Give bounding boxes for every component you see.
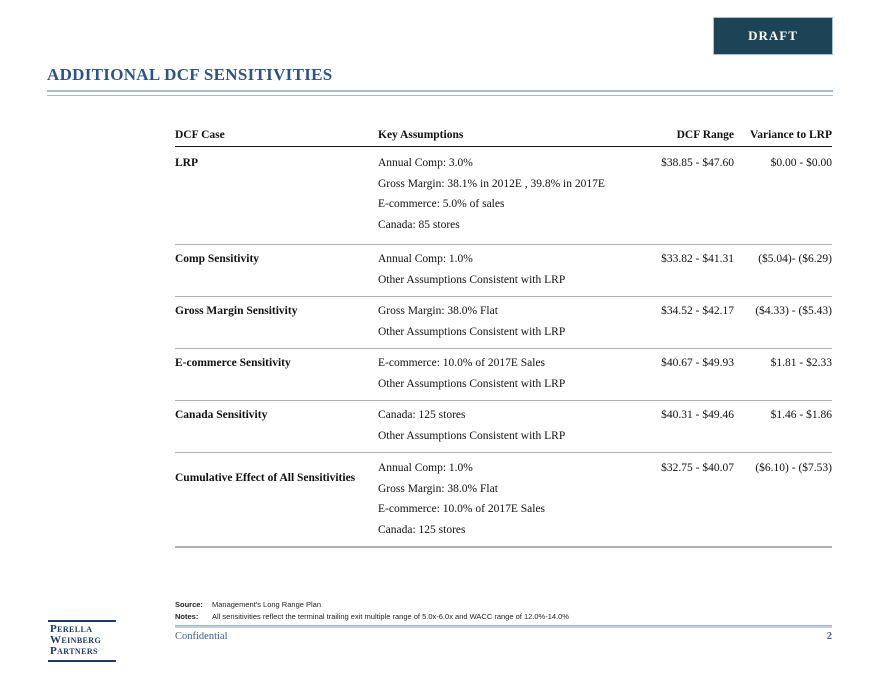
header-dcf-case: DCF Case — [175, 129, 225, 141]
assumption-line: Canada: 125 stores — [378, 409, 466, 421]
assumption-line: Canada: 125 stores — [378, 523, 466, 536]
assumption-line: E-commerce: 10.0% of 2017E Sales — [378, 357, 546, 369]
assumptions-cell: Annual Comp: 1.0% Gross Margin: 38.0% Fl… — [378, 458, 624, 540]
header-dcf-range: DCF Range — [676, 129, 734, 141]
title-divider — [47, 90, 833, 96]
page-title: ADDITIONAL DCF SENSITIVITIES — [47, 65, 333, 84]
assumption-line: Canada: 85 stores — [378, 218, 460, 231]
dcf-range-cell: $40.67 - $49.93 — [661, 357, 734, 369]
assumption-line: Annual Comp: 1.0% — [378, 462, 473, 474]
footer-divider — [175, 625, 832, 628]
variance-cell: $0.00 - $0.00 — [770, 157, 832, 169]
header-key-assumptions: Key Assumptions — [378, 129, 464, 141]
variance-cell: $1.81 - $2.33 — [770, 357, 832, 369]
source-text: Management's Long Range Plan — [212, 600, 322, 609]
assumption-line: Other Assumptions Consistent with LRP — [378, 377, 566, 390]
table-row-comp-sensitivity: Comp Sensitivity Annual Comp: 1.0% Other… — [175, 245, 832, 297]
table-row-gross-margin-sensitivity: Gross Margin Sensitivity Gross Margin: 3… — [175, 297, 832, 349]
table-row-lrp: LRP Annual Comp: 3.0% Gross Margin: 38.1… — [175, 147, 832, 245]
dcf-range-cell: $33.82 - $41.31 — [661, 253, 734, 265]
page-number: 2 — [826, 631, 832, 642]
dcf-range-cell: $40.31 - $49.46 — [661, 409, 734, 421]
dcf-case-cell: Comp Sensitivity — [175, 253, 260, 265]
assumption-line: Other Assumptions Consistent with LRP — [378, 325, 566, 338]
confidential-label: Confidential — [175, 631, 228, 642]
dcf-range-cell: $32.75 - $40.07 — [661, 462, 734, 474]
assumptions-cell: Annual Comp: 3.0% Gross Margin: 38.1% in… — [378, 153, 624, 235]
draft-stamp: DRAFT — [713, 17, 833, 55]
dcf-sensitivities-table: DCF Case Key Assumptions DCF Range Varia… — [175, 128, 832, 548]
variance-cell: ($5.04)- ($6.29) — [758, 253, 832, 265]
assumption-line: Gross Margin: 38.0% Flat — [378, 305, 498, 317]
table-header-row: DCF Case Key Assumptions DCF Range Varia… — [175, 128, 832, 147]
source-note: Source: Management's Long Range Plan — [175, 599, 832, 611]
dcf-case-cell: Cumulative Effect of All Sensitivities — [175, 472, 356, 484]
assumption-line: Other Assumptions Consistent with LRP — [378, 273, 566, 286]
variance-cell: ($6.10) - ($7.53) — [755, 462, 832, 474]
assumption-line: Annual Comp: 1.0% — [378, 253, 473, 265]
dcf-case-cell: E-commerce Sensitivity — [175, 357, 291, 369]
assumption-line: Gross Margin: 38.1% in 2012E , 39.8% in … — [378, 177, 605, 190]
table-row-ecommerce-sensitivity: E-commerce Sensitivity E-commerce: 10.0%… — [175, 349, 832, 401]
logo-line: Weinberg — [50, 634, 102, 646]
draft-stamp-label: DRAFT — [748, 28, 798, 43]
assumption-line: E-commerce: 5.0% of sales — [378, 198, 505, 210]
dcf-range-cell: $38.85 - $47.60 — [661, 157, 734, 169]
footnotes: Source: Management's Long Range Plan Not… — [175, 599, 832, 623]
variance-cell: $1.46 - $1.86 — [770, 409, 832, 421]
table-row-cumulative-effect: Cumulative Effect of All Sensitivities A… — [175, 453, 832, 548]
source-label: Source: — [175, 600, 203, 609]
table-row-canada-sensitivity: Canada Sensitivity Canada: 125 stores Ot… — [175, 401, 832, 453]
assumptions-cell: Gross Margin: 38.0% Flat Other Assumptio… — [378, 301, 624, 342]
assumptions-cell: E-commerce: 10.0% of 2017E Sales Other A… — [378, 353, 624, 394]
dcf-case-cell: Canada Sensitivity — [175, 409, 268, 421]
assumption-line: Annual Comp: 3.0% — [378, 157, 473, 169]
assumptions-cell: Annual Comp: 1.0% Other Assumptions Cons… — [378, 249, 624, 290]
notes-text: All sensitivities reflect the terminal t… — [212, 612, 569, 621]
assumptions-cell: Canada: 125 stores Other Assumptions Con… — [378, 405, 624, 446]
assumption-line: Other Assumptions Consistent with LRP — [378, 429, 566, 442]
assumption-line: Gross Margin: 38.0% Flat — [378, 482, 498, 495]
perella-weinberg-partners-logo: Perella Weinberg Partners — [48, 620, 116, 662]
logo-line: Perella — [50, 623, 93, 635]
notes-note: Notes: All sensitivities reflect the ter… — [175, 611, 832, 623]
logo-line: Partners — [50, 645, 98, 657]
dcf-case-cell: LRP — [175, 157, 198, 169]
notes-label: Notes: — [175, 612, 199, 621]
header-variance-to-lrp: Variance to LRP — [750, 129, 832, 141]
variance-cell: ($4.33) - ($5.43) — [755, 305, 832, 317]
dcf-case-cell: Gross Margin Sensitivity — [175, 305, 298, 317]
assumption-line: E-commerce: 10.0% of 2017E Sales — [378, 503, 546, 515]
dcf-range-cell: $34.52 - $42.17 — [661, 305, 734, 317]
